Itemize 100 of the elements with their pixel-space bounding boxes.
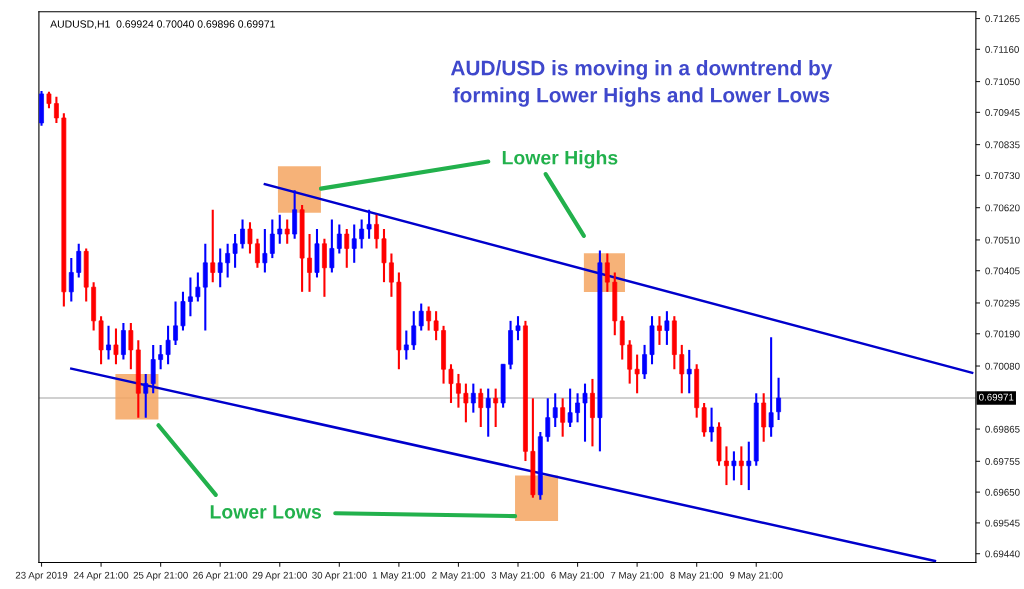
candlestick — [76, 242, 82, 279]
y-tick-label: 0.69440 — [985, 550, 1020, 558]
y-tick-label: 0.70510 — [985, 236, 1020, 244]
candlestick — [485, 387, 491, 438]
y-tick-label: 0.70620 — [985, 204, 1020, 212]
y-tick-label: 0.70730 — [985, 172, 1020, 180]
x-tick-label: 6 May 21:00 — [551, 571, 604, 581]
candlestick — [552, 392, 558, 429]
x-tick-label: 24 Apr 21:00 — [74, 571, 129, 581]
candlestick — [158, 343, 164, 371]
x-tick-label: 1 May 21:00 — [372, 571, 426, 581]
candlestick — [68, 257, 74, 303]
candlestick — [284, 218, 290, 245]
x-tick-label: 8 May 21:00 — [670, 571, 724, 581]
x-tick-label: 7 May 21:00 — [610, 571, 664, 581]
candlestick — [657, 315, 662, 346]
y-tick-label: 0.71160 — [985, 46, 1019, 53]
candlestick — [188, 276, 193, 318]
x-tick-label: 30 Apr 21:00 — [312, 571, 367, 581]
candlestick — [366, 208, 372, 240]
candlestick — [724, 445, 729, 487]
y-tick-label: 0.70405 — [985, 267, 1020, 275]
candlestick — [106, 324, 111, 361]
x-tick-label: 2 May 21:00 — [432, 571, 485, 581]
y-tick-label: 0.69545 — [985, 519, 1020, 527]
candlestick — [426, 305, 432, 332]
candlestick — [746, 440, 752, 492]
candlestick — [493, 387, 499, 429]
x-tick-label: 25 Apr 21:00 — [133, 571, 188, 581]
x-tick-label: 26 Apr 21:00 — [193, 571, 248, 581]
candlestick — [359, 218, 365, 250]
candlestick — [731, 450, 737, 482]
candlestick — [217, 247, 223, 289]
candlestick — [575, 392, 580, 424]
candlestick — [113, 327, 119, 366]
candlestick — [470, 382, 476, 414]
candlestick — [664, 310, 670, 346]
candlestick — [768, 336, 774, 438]
candlestick — [403, 329, 409, 361]
candlestick — [374, 213, 379, 250]
candlestick — [560, 397, 566, 438]
x-tick-label: 9 May 21:00 — [729, 571, 783, 581]
candlestick — [329, 218, 335, 274]
candlestick — [210, 208, 216, 284]
candlestick — [173, 300, 178, 346]
candlestick — [456, 372, 461, 409]
x-tick-label: 3 May 21:00 — [491, 571, 545, 581]
candlestick — [604, 252, 610, 293]
ref-line-label: 0.69971 — [979, 393, 1014, 401]
annotation: AUDUSD,H1 0.69924 0.70040 0.69896 0.69971 — [50, 20, 275, 29]
candlestick — [686, 348, 692, 395]
x-tick-label: 23 Apr 2019 — [15, 571, 68, 581]
candlestick — [679, 343, 685, 395]
y-tick-label: 0.70080 — [985, 362, 1020, 370]
y-tick-label: 0.71265 — [985, 15, 1020, 23]
candlestick — [128, 321, 134, 371]
y-tick-label: 0.70190 — [985, 330, 1020, 338]
candlestick — [307, 233, 312, 293]
candlestick — [411, 310, 417, 351]
candlestick — [448, 363, 454, 405]
candlestick — [269, 218, 275, 260]
candlestick — [582, 382, 588, 443]
x-tick-label: 29 Apr 21:00 — [252, 571, 307, 581]
y-tick-label: 0.69650 — [985, 488, 1020, 496]
candlestick — [776, 376, 781, 422]
candlestick — [225, 242, 231, 279]
candlestick — [262, 228, 268, 274]
candlestick — [344, 228, 350, 269]
candlestick — [478, 387, 484, 429]
candlestick — [247, 221, 253, 255]
candlestick — [277, 213, 283, 245]
y-tick-label: 0.69755 — [985, 458, 1020, 465]
candlestick — [433, 310, 439, 342]
y-tick-label: 0.70295 — [985, 299, 1020, 307]
candlestick — [351, 223, 357, 264]
candlestick — [642, 343, 647, 380]
candlestick — [515, 315, 521, 342]
candlestick — [195, 271, 201, 303]
y-tick-label: 0.69865 — [985, 425, 1020, 433]
candlestick — [54, 95, 59, 124]
candlestick — [240, 218, 245, 250]
candlestick — [545, 397, 551, 443]
y-tick-label: 0.71050 — [985, 78, 1020, 86]
annotation: Lower Highs — [502, 150, 618, 169]
candlestick — [232, 233, 238, 269]
candlestick — [336, 223, 342, 255]
candlestick — [567, 387, 573, 429]
text: AUD/USD is moving in a downtrend by forming Lower Highs and Lower Lows — [450, 60, 833, 107]
candlestick — [634, 353, 640, 395]
y-tick-label: 0.70835 — [985, 141, 1020, 149]
annotation: Lower Lows — [210, 505, 322, 519]
candlestick — [463, 382, 469, 424]
candlestick — [389, 252, 394, 298]
candlestick — [709, 406, 714, 443]
candlestick — [165, 324, 171, 366]
candlestick — [418, 302, 424, 332]
candlestick — [143, 372, 149, 419]
candlestick — [738, 445, 744, 487]
y-tick-label: 0.70945 — [985, 109, 1020, 116]
candlestick — [255, 237, 260, 269]
